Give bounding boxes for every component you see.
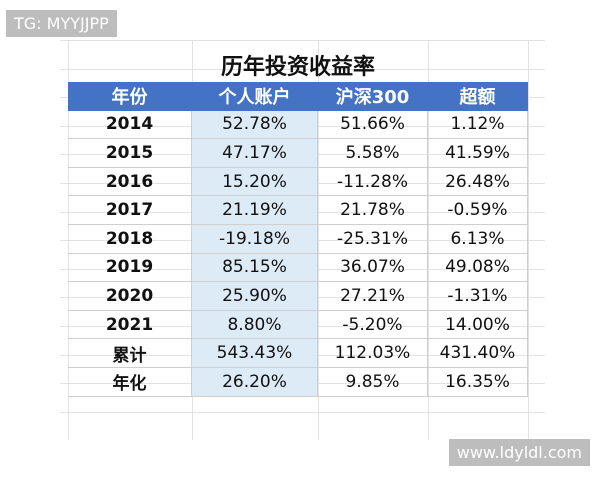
table-cell: -1.31% <box>428 282 528 311</box>
table-cell: 6.13% <box>428 225 528 254</box>
table-cell: 26.20% <box>192 368 318 397</box>
table-cell: 2015 <box>68 139 192 168</box>
table-cell: 36.07% <box>318 253 428 283</box>
table-cell: -5.20% <box>318 310 428 340</box>
grid-line <box>318 40 319 440</box>
table-cell: 85.15% <box>192 253 318 283</box>
table-cell: 112.03% <box>318 339 428 368</box>
watermark: TG: MYYJJPP <box>6 10 117 37</box>
table-cell: 26.48% <box>428 167 528 197</box>
header-cell: 年份 <box>68 82 192 111</box>
table-cell: 9.85% <box>318 368 428 397</box>
table-cell: 1.12% <box>428 110 528 140</box>
table-cell: -0.59% <box>428 196 528 225</box>
table-cell: 2019 <box>68 253 192 283</box>
table-cell: -19.18% <box>192 225 318 254</box>
grid-line <box>60 411 545 413</box>
table-cell: 2016 <box>68 167 192 197</box>
table-cell: 累计 <box>68 339 192 368</box>
table-cell: 2017 <box>68 196 192 225</box>
table-cell: 8.80% <box>192 310 318 340</box>
grid-line <box>528 40 529 440</box>
table-cell: 16.35% <box>428 368 528 397</box>
table-title: 历年投资收益率 <box>220 55 375 80</box>
table-cell: 27.21% <box>318 282 428 311</box>
table-cell: -25.31% <box>318 225 428 254</box>
table-cell: 年化 <box>68 368 192 397</box>
table-cell: 431.40% <box>428 339 528 368</box>
grid-line <box>68 40 69 440</box>
table-cell: 49.08% <box>428 253 528 283</box>
table-cell: 15.20% <box>192 167 318 197</box>
table-cell: 52.78% <box>192 110 318 140</box>
table-cell: 25.90% <box>192 282 318 311</box>
grid-line <box>428 40 429 440</box>
table-cell: 21.19% <box>192 196 318 225</box>
table-cell: 2014 <box>68 110 192 140</box>
table-cell: 51.66% <box>318 110 428 140</box>
table-cell: 543.43% <box>192 339 318 368</box>
table-cell: 2020 <box>68 282 192 311</box>
grid-line <box>60 40 545 41</box>
table-cell: -11.28% <box>318 167 428 197</box>
watermark: www.ldyldl.com <box>448 439 590 466</box>
header-cell: 沪深300 <box>318 82 428 111</box>
table-cell: 41.59% <box>428 139 528 168</box>
table-cell: 21.78% <box>318 196 428 225</box>
table-cell: 5.58% <box>318 139 428 168</box>
header-cell: 超额 <box>428 82 528 111</box>
table-cell: 2021 <box>68 310 192 340</box>
grid-line <box>60 68 545 70</box>
table-cell: 47.17% <box>192 139 318 168</box>
table-cell: 2018 <box>68 225 192 254</box>
header-cell: 个人账户 <box>192 82 318 111</box>
table-cell: 14.00% <box>428 310 528 340</box>
